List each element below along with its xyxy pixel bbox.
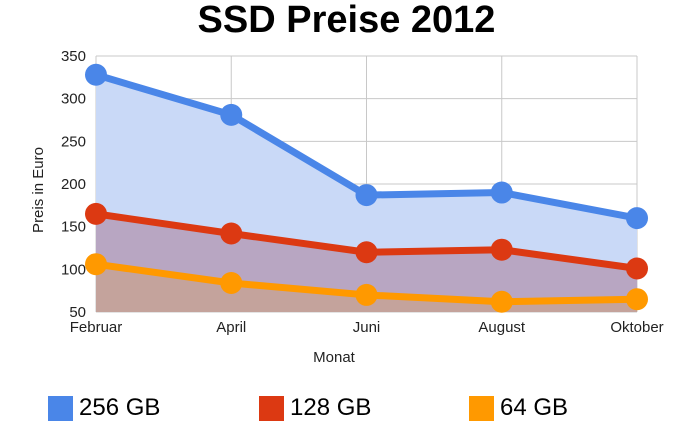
x-tick-label-4: Oktober: [610, 319, 663, 336]
legend-label-1: 128 GB: [290, 394, 372, 421]
x-tick-label-3: August: [478, 319, 526, 336]
y-tick-label-5: 300: [61, 91, 86, 108]
legend: 256 GB 128 GB 64 GB: [0, 394, 693, 424]
point-2-4: [626, 288, 648, 311]
point-2-0: [85, 253, 107, 276]
legend-swatch-0: [48, 395, 73, 421]
chart-title: SSD Preise 2012: [197, 0, 496, 41]
legend-item-2: 64 GB: [469, 394, 568, 422]
y-tick-label-0: 50: [69, 304, 86, 321]
data-points: [85, 63, 648, 313]
line-area-chart: 50 100 150 200 250 300 350 Februar April Juni Aug…: [30, 48, 664, 366]
x-tick-label-1: April: [216, 319, 246, 336]
y-tick-labels: 50 100 150 200 250 300 350: [61, 48, 86, 321]
point-0-0: [85, 63, 107, 86]
legend-swatch-1: [259, 395, 284, 421]
legend-label-2: 64 GB: [500, 394, 569, 421]
y-tick-label-1: 100: [61, 261, 86, 278]
point-1-1: [220, 222, 243, 245]
point-0-4: [626, 207, 648, 230]
legend-item-0: 256 GB: [48, 394, 160, 422]
y-tick-label-6: 350: [61, 48, 86, 65]
point-1-3: [490, 238, 513, 261]
point-2-2: [355, 283, 378, 306]
x-tick-label-0: Februar: [70, 319, 123, 336]
point-1-0: [85, 202, 107, 225]
point-0-2: [355, 184, 378, 207]
y-tick-label-2: 150: [61, 219, 86, 236]
y-axis-label: Preis in Euro: [30, 147, 47, 233]
legend-swatch-2: [469, 395, 494, 421]
point-1-4: [626, 257, 648, 280]
point-2-1: [220, 271, 243, 294]
x-tick-labels: Februar April Juni August Oktober: [70, 319, 664, 336]
y-tick-label-3: 200: [61, 176, 86, 193]
point-0-1: [220, 103, 243, 126]
y-tick-label-4: 250: [61, 133, 86, 150]
x-axis-label: Monat: [313, 349, 356, 366]
point-0-3: [490, 181, 513, 204]
x-tick-label-2: Juni: [353, 319, 381, 336]
legend-item-1: 128 GB: [259, 394, 371, 422]
area-2: [96, 264, 637, 312]
legend-label-0: 256 GB: [79, 394, 161, 421]
point-2-3: [490, 290, 513, 313]
point-1-2: [355, 241, 378, 264]
